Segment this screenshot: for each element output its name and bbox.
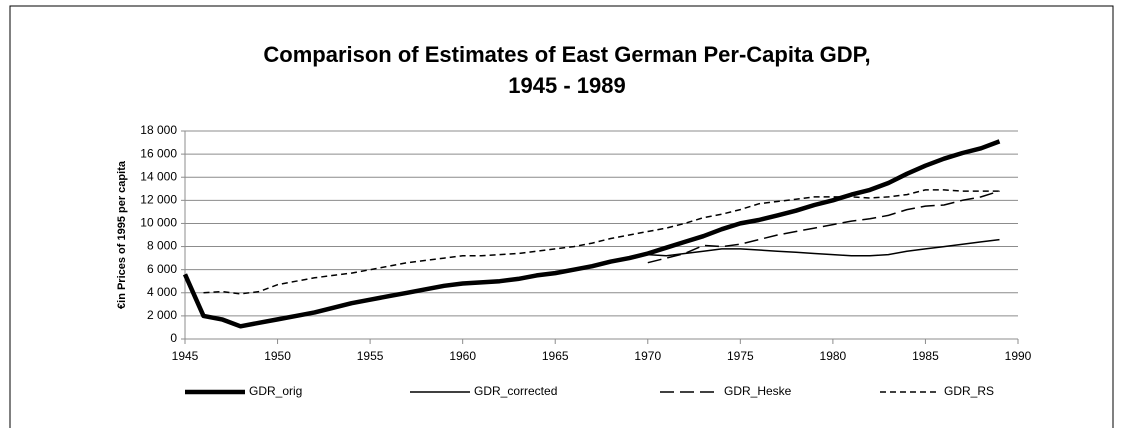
x-tick-label: 1955	[357, 349, 384, 363]
x-tick-label: 1950	[264, 349, 291, 363]
legend-label: GDR_Heske	[724, 384, 792, 398]
x-tick-label: 1965	[542, 349, 569, 363]
y-tick-label: 6 000	[147, 262, 177, 276]
legend-label: GDR_orig	[249, 384, 302, 398]
y-tick-label: 12 000	[140, 193, 177, 207]
y-axis-label: €in Prices of 1995 per capita	[116, 160, 128, 309]
chart-frame	[9, 5, 1114, 428]
y-tick-label: 16 000	[140, 146, 177, 160]
series-line	[184, 238, 1000, 328]
y-tick-label: 10 000	[140, 216, 177, 230]
y-tick-label: 8 000	[147, 239, 177, 253]
x-tick-label: 1970	[634, 349, 661, 363]
y-tick-label: 2 000	[147, 308, 177, 322]
y-tick-label: 4 000	[147, 285, 177, 299]
x-tick-label: 1990	[1005, 349, 1032, 363]
x-tick-label: 1960	[449, 349, 476, 363]
y-tick-label: 14 000	[140, 169, 177, 183]
y-tick-label: 18 000	[140, 123, 177, 137]
x-tick-label: 1985	[912, 349, 939, 363]
chart-title: Comparison of Estimates of East German P…	[263, 42, 870, 67]
legend-label: GDR_RS	[944, 384, 994, 398]
series-line	[203, 189, 1000, 295]
legend-label: GDR_corrected	[474, 384, 557, 398]
x-tick-label: 1975	[727, 349, 754, 363]
x-tick-label: 1980	[820, 349, 847, 363]
series-line	[647, 190, 1000, 264]
x-tick-label: 1945	[172, 349, 199, 363]
y-tick-label: 0	[170, 331, 177, 345]
chart-title: 1945 - 1989	[508, 73, 625, 98]
